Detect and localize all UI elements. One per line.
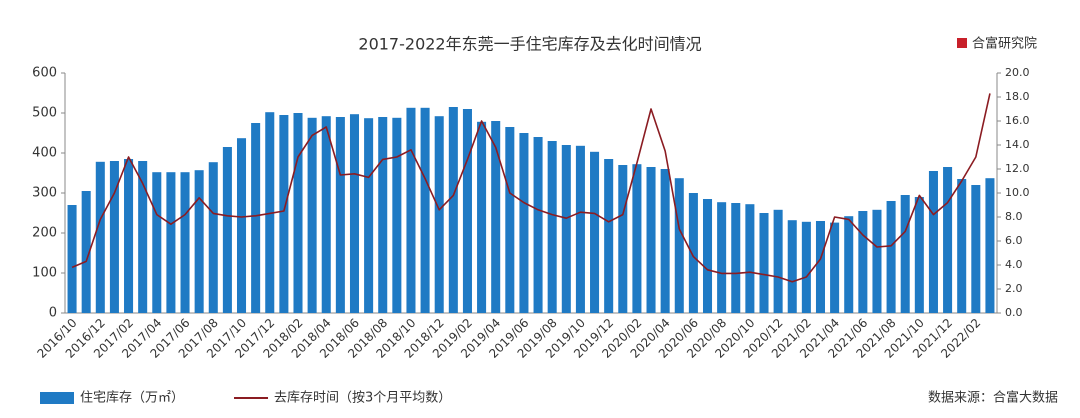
- y2-tick-label: 2.0: [1005, 282, 1023, 295]
- bar: [448, 107, 458, 313]
- bar: [222, 147, 232, 313]
- brand-icon: [957, 38, 967, 48]
- bar: [236, 138, 247, 313]
- y2-tick-label: 8.0: [1005, 210, 1023, 223]
- chart-title: 2017-2022年东莞一手住宅库存及去化时间情况: [358, 35, 701, 54]
- bar: [858, 211, 868, 313]
- bar: [928, 171, 938, 313]
- bar: [632, 164, 642, 313]
- bar: [943, 167, 953, 313]
- bar: [349, 114, 360, 313]
- bar: [604, 159, 614, 313]
- y-tick-label: 300: [32, 186, 57, 201]
- bar: [67, 205, 77, 313]
- bar: [406, 107, 416, 313]
- bar: [109, 161, 119, 313]
- bar: [434, 116, 444, 313]
- y-tick-label: 100: [32, 266, 57, 281]
- bar: [505, 127, 515, 313]
- bar: [660, 169, 670, 313]
- brand-name: 合富研究院: [972, 36, 1037, 52]
- legend-label: 住宅库存（万㎡）: [80, 390, 184, 406]
- bar: [166, 172, 176, 313]
- bar: [392, 117, 402, 313]
- y-tick-label: 400: [32, 146, 57, 161]
- bar: [787, 220, 797, 313]
- bar: [745, 204, 755, 313]
- bar: [688, 193, 698, 313]
- bar: [378, 117, 388, 313]
- y-tick-label: 500: [32, 106, 57, 121]
- bar: [674, 178, 684, 313]
- brand-logo: 合富研究院: [957, 36, 1037, 52]
- bar: [646, 167, 656, 313]
- bar: [364, 118, 374, 313]
- bar: [731, 203, 741, 313]
- bar: [420, 107, 430, 313]
- bar: [886, 201, 896, 313]
- y2-tick-label: 10.0: [1005, 186, 1030, 199]
- y2-tick-label: 20.0: [1005, 66, 1030, 79]
- bar: [815, 221, 826, 313]
- y-tick-label: 0: [49, 306, 57, 321]
- y2-tick-label: 4.0: [1005, 258, 1023, 271]
- bar: [773, 209, 783, 313]
- source-note: 数据来源：合富大数据: [928, 390, 1058, 406]
- bar: [717, 202, 727, 313]
- bar: [844, 216, 854, 313]
- bar: [914, 197, 924, 313]
- bar: [985, 178, 995, 313]
- y2-tick-label: 6.0: [1005, 234, 1023, 247]
- y2-tick-label: 12.0: [1005, 162, 1030, 175]
- bar: [321, 116, 331, 313]
- bar: [618, 165, 628, 313]
- legend-label: 去库存时间（按3个月平均数）: [274, 390, 451, 406]
- y2-tick-label: 14.0: [1005, 138, 1030, 151]
- bar: [872, 209, 882, 313]
- bar: [124, 159, 134, 313]
- bar: [279, 115, 289, 313]
- bar: [533, 137, 543, 313]
- bar: [547, 141, 557, 313]
- bar: [307, 117, 317, 313]
- bar: [152, 172, 162, 313]
- bar: [491, 121, 501, 313]
- bar: [801, 221, 811, 313]
- bar: [462, 109, 472, 313]
- bar: [759, 213, 769, 313]
- bar: [519, 133, 529, 313]
- bar: [180, 172, 190, 313]
- bar: [575, 145, 585, 313]
- y2-tick-label: 16.0: [1005, 114, 1030, 127]
- bar: [138, 161, 148, 313]
- line: [71, 93, 991, 283]
- bar: [293, 113, 303, 313]
- y-tick-label: 200: [32, 226, 57, 241]
- bar: [251, 123, 261, 313]
- bar: [900, 195, 910, 313]
- y2-tick-label: 0.0: [1005, 306, 1023, 319]
- bar: [335, 117, 345, 313]
- bar: [702, 199, 713, 313]
- bar: [830, 222, 840, 313]
- bar: [95, 161, 105, 313]
- bar: [957, 179, 967, 313]
- bar: [81, 191, 91, 313]
- y-tick-label: 600: [32, 66, 57, 81]
- bar: [208, 162, 218, 313]
- bar: [561, 145, 571, 313]
- bar: [477, 121, 487, 313]
- bar: [590, 151, 600, 313]
- bar: [194, 170, 204, 313]
- bar: [971, 185, 981, 313]
- legend-swatch: [40, 392, 74, 404]
- y2-tick-label: 18.0: [1005, 90, 1030, 103]
